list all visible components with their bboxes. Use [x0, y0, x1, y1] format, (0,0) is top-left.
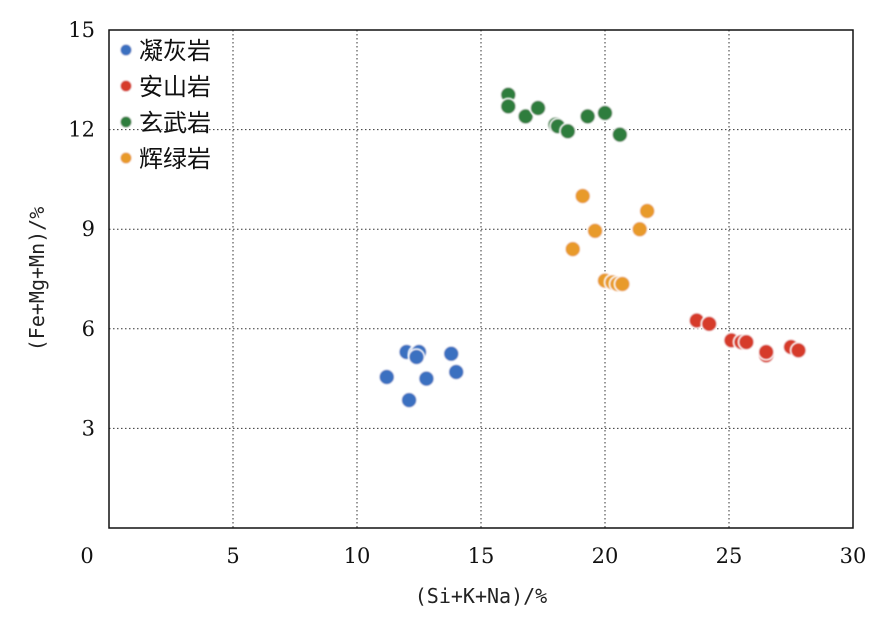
data-point	[789, 341, 808, 360]
legend-label: 辉绿岩	[139, 145, 211, 173]
data-point	[611, 125, 629, 144]
data-points	[378, 85, 808, 409]
x-tick-label: 20	[592, 544, 619, 568]
data-point	[564, 240, 582, 258]
data-point	[400, 391, 418, 409]
data-point	[442, 344, 460, 363]
data-point	[737, 333, 756, 351]
y-tick-label: 3	[82, 416, 95, 440]
data-point	[596, 104, 614, 122]
data-point	[613, 275, 632, 293]
data-point	[700, 315, 718, 333]
x-axis-label: (Si+K+Na)/%	[415, 584, 547, 608]
x-tick-label: 10	[344, 544, 371, 568]
y-tick-label: 15	[68, 18, 95, 42]
data-point	[499, 97, 518, 116]
data-point	[407, 348, 426, 366]
y-tick-label: 12	[68, 118, 95, 142]
data-point	[447, 363, 465, 381]
legend-marker	[119, 43, 133, 57]
data-point	[529, 99, 547, 117]
data-point	[516, 107, 535, 126]
legend-marker	[119, 115, 133, 129]
data-point	[578, 107, 597, 126]
x-tick-label: 15	[468, 544, 495, 568]
data-point	[559, 122, 577, 141]
data-point	[378, 368, 396, 386]
legend-label: 玄武岩	[139, 109, 211, 137]
y-tick-label: 6	[82, 317, 95, 341]
plot-area-frame	[108, 29, 854, 529]
grid-lines	[109, 30, 853, 528]
y-axis-label: (Fe+Mg+Mn)/%	[25, 207, 49, 352]
x-tick-label: 0	[80, 544, 93, 568]
legend-label: 凝灰岩	[139, 37, 211, 65]
data-point	[638, 202, 656, 220]
x-tick-label: 25	[716, 544, 743, 568]
legend-marker	[119, 151, 133, 165]
data-point	[757, 343, 775, 361]
legend-marker	[119, 79, 133, 93]
data-point	[573, 187, 592, 205]
data-point	[417, 369, 436, 388]
data-point	[630, 220, 649, 238]
axis-ticks: 0 5 10 15 20 25 30 3 6 9 12 15	[68, 18, 866, 568]
x-tick-label: 30	[840, 544, 867, 568]
legend-label: 安山岩	[139, 73, 211, 101]
y-tick-label: 9	[82, 217, 95, 241]
data-point	[586, 222, 604, 240]
x-tick-label: 5	[226, 544, 239, 568]
